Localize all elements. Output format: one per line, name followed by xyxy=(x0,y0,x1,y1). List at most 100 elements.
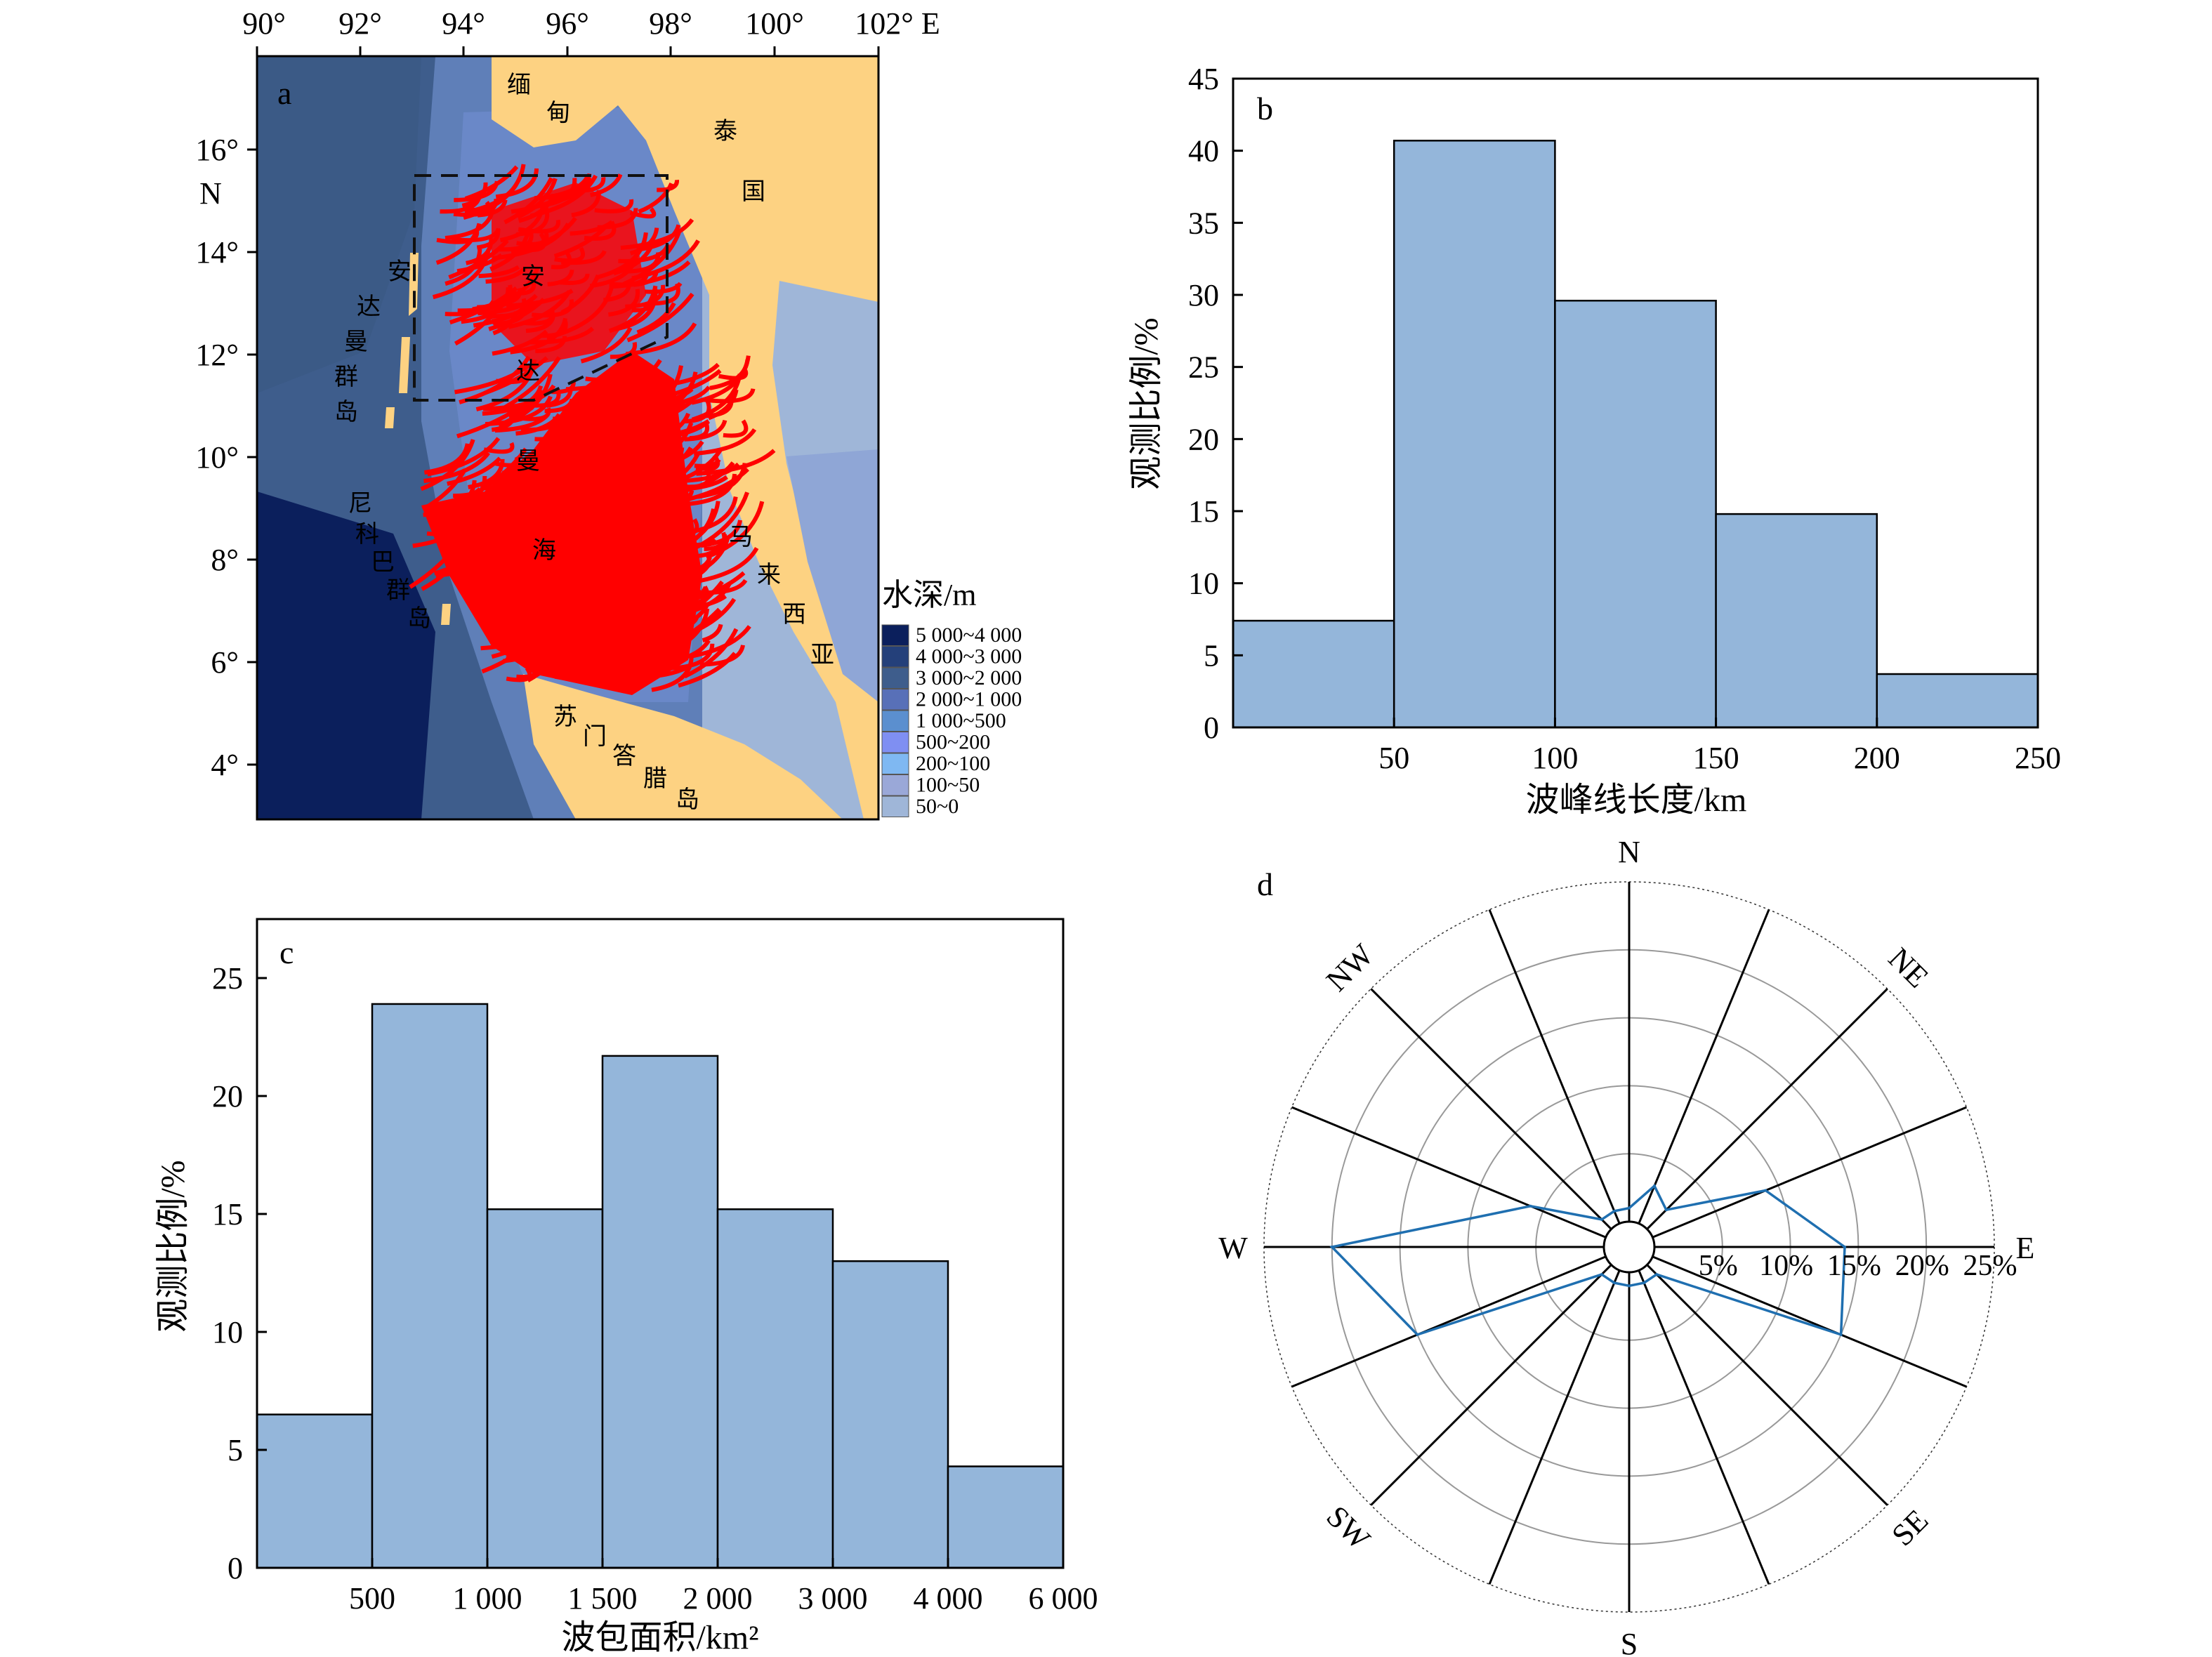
wave-crest xyxy=(702,623,723,642)
legend-swatch xyxy=(881,796,909,817)
lat-unit-label: N xyxy=(199,176,222,211)
malaysia-char: 亚 xyxy=(810,642,834,668)
malaysia-char: 来 xyxy=(757,562,781,588)
x-tick-label: 50 xyxy=(1378,741,1409,775)
lon-tick-label: 90° xyxy=(242,6,286,41)
direction-spoke xyxy=(1652,1255,1967,1388)
wave-crest xyxy=(501,356,561,411)
direction-point xyxy=(1600,1217,1603,1221)
nicobar-char: 群 xyxy=(386,577,410,604)
wave-crest xyxy=(445,249,482,286)
legend-label: 3 000~2 000 xyxy=(916,666,1022,689)
internal-wave-crests xyxy=(409,164,776,695)
histogram-bar xyxy=(1876,673,2039,729)
y-tick-label: 35 xyxy=(1188,206,1219,240)
nicobar-char: 岛 xyxy=(407,605,431,632)
x-tick-label: 250 xyxy=(2015,741,2061,775)
x-tick-label: 1 000 xyxy=(453,1581,522,1616)
map-lon-ticks: 90° 92° 94° 96° 98° 100° 102° E xyxy=(242,6,940,56)
wave-crest xyxy=(644,282,683,294)
wave-crest xyxy=(702,388,756,404)
panel-d-spokes xyxy=(1264,882,1994,1612)
andaman-islands-char: 曼 xyxy=(344,329,368,355)
nicobar-char: 尼 xyxy=(348,491,372,517)
wave-crest xyxy=(705,501,765,560)
panel-letter-b: b xyxy=(1257,91,1273,126)
wave-crest xyxy=(687,491,749,553)
x-tick-label: 100 xyxy=(1532,741,1578,775)
ring-label: 25% xyxy=(1963,1250,2017,1282)
direction-point xyxy=(1664,1208,1668,1212)
panel-c-frame xyxy=(256,918,1065,1569)
wave-field xyxy=(421,351,702,695)
direction-label: SE xyxy=(1885,1503,1935,1552)
direction-point xyxy=(1612,1209,1616,1213)
direction-point xyxy=(1416,1333,1419,1336)
panel-c-x-ticks: 500 1 000 1 500 2 000 3 000 4 000 6 000 xyxy=(349,1558,1098,1616)
y-tick-label: 45 xyxy=(1188,62,1219,96)
wave-crest xyxy=(707,389,739,421)
map-land-sumatra xyxy=(523,674,843,819)
direction-spoke xyxy=(1291,1106,1607,1239)
y-tick-label: 40 xyxy=(1188,134,1219,169)
y-tick-label: 20 xyxy=(212,1079,243,1114)
center-circle xyxy=(1602,1220,1656,1274)
wave-crest xyxy=(651,654,694,692)
lat-tick-label: 12° xyxy=(195,338,239,372)
wave-crest xyxy=(693,428,757,456)
histogram-bar xyxy=(1715,513,1878,729)
direction-point xyxy=(1653,1184,1657,1188)
map-andaman-island-1 xyxy=(409,253,419,316)
direction-label: S xyxy=(1621,1627,1638,1657)
lat-tick-label: 4° xyxy=(211,748,239,782)
wave-crest xyxy=(464,165,519,201)
histogram-bar xyxy=(716,1208,834,1569)
lat-tick-label: 6° xyxy=(211,645,239,680)
y-tick-label: 5 xyxy=(228,1433,243,1467)
wave-crest xyxy=(626,292,694,343)
ring-label: 5% xyxy=(1699,1250,1738,1282)
panel-b-x-axis-title: 波峰线长度/km xyxy=(1526,781,1747,819)
wave-crest xyxy=(685,447,723,480)
legend-label: 5 000~4 000 xyxy=(916,623,1022,647)
direction-point xyxy=(1628,1284,1631,1288)
wave-crest xyxy=(636,302,676,335)
wave-crest xyxy=(723,419,749,438)
x-tick-label: 4 000 xyxy=(914,1581,983,1616)
direction-spoke xyxy=(1370,1264,1612,1506)
myanmar-char: 缅 xyxy=(507,72,531,98)
sumatra-char: 门 xyxy=(583,723,607,750)
direction-spoke xyxy=(1291,1255,1607,1388)
direction-point xyxy=(1764,1189,1767,1192)
x-tick-label: 3 000 xyxy=(798,1581,868,1616)
direction-label: W xyxy=(1218,1231,1248,1265)
study-area-box xyxy=(413,174,669,402)
map-land-mainland xyxy=(492,56,878,819)
wave-field-north xyxy=(492,183,646,365)
thailand-char: 泰 xyxy=(713,118,737,145)
histogram-bar xyxy=(1393,140,1556,729)
wave-crest xyxy=(467,447,528,500)
nicobar-char: 科 xyxy=(355,521,379,548)
wave-crest xyxy=(445,213,494,240)
histogram-bar xyxy=(601,1055,719,1569)
histogram-bar xyxy=(486,1208,604,1569)
sumatra-char: 岛 xyxy=(676,786,699,813)
andaman-islands-char: 安 xyxy=(388,258,412,285)
wave-crest xyxy=(436,231,480,244)
legend-swatch xyxy=(881,624,909,646)
x-tick-label: 2 000 xyxy=(683,1581,753,1616)
direction-point xyxy=(1839,1333,1843,1336)
panel-letter-c: c xyxy=(279,935,294,970)
y-tick-label: 20 xyxy=(1188,422,1219,456)
map-andaman-island-3 xyxy=(385,407,395,428)
wave-crest xyxy=(510,407,551,421)
histogram-bar xyxy=(1554,299,1717,729)
legend-swatch xyxy=(881,710,909,732)
lon-tick-label: 98° xyxy=(649,6,692,41)
legend-swatch xyxy=(881,753,909,774)
direction-spoke xyxy=(1646,988,1888,1230)
andaman-sea-char: 达 xyxy=(516,359,540,385)
direction-point xyxy=(1612,1281,1616,1285)
y-tick-label: 15 xyxy=(1188,494,1219,529)
